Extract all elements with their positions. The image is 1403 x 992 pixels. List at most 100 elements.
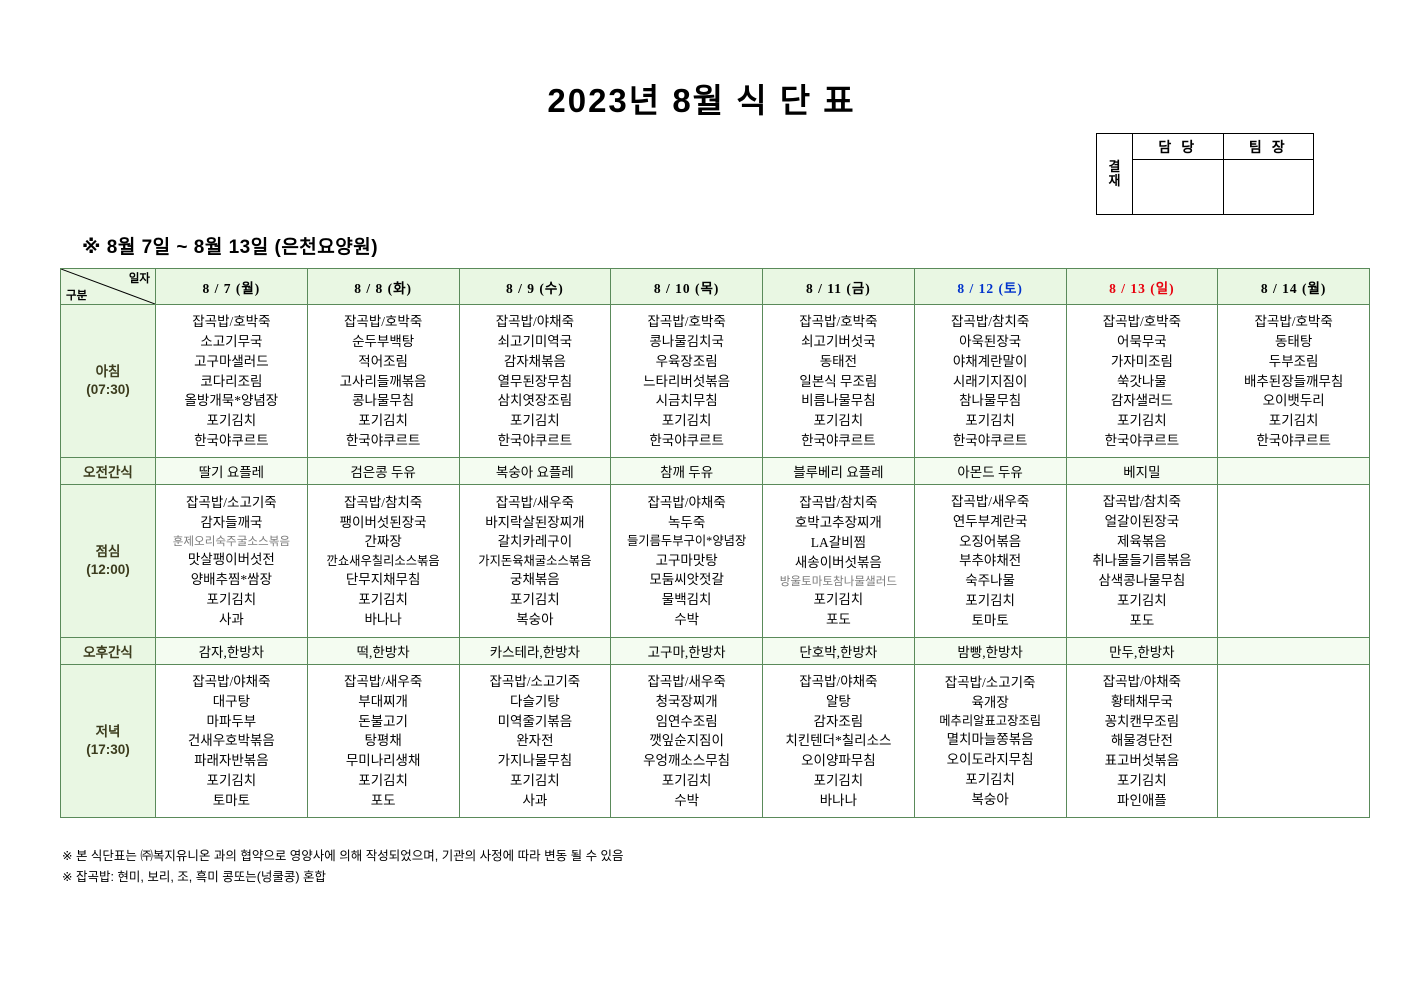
menu-item: 소고기무국 bbox=[200, 333, 263, 349]
footnote-2: ※ 잡곡밥: 현미, 보리, 조, 흑미 콩또는(넝쿨콩) 혼합 bbox=[62, 869, 327, 884]
menu-item: 단무지채무침 bbox=[345, 572, 421, 588]
menu-item: 블루베리 요플레 bbox=[793, 464, 884, 480]
menu-item: 잡곡밥/소고기죽 bbox=[944, 674, 1036, 690]
menu-item: 취나물들기름볶음 bbox=[1092, 553, 1192, 569]
menu-cell-breakfast-day6: 잡곡밥/호박죽 어묵무국 가자미조림 쑥갓나물 감자샐러드 포기김치 한국야쿠르트 bbox=[1065, 304, 1219, 458]
menu-item: 포도 bbox=[1129, 612, 1155, 628]
menu-item: 검은콩 두유 bbox=[350, 464, 416, 480]
menu-row-lunch: 점심 (12:00) 잡곡밥/소고기죽 감자들깨국 훈제오리숙주굴소스볶음 맛살팽이버섯전… bbox=[60, 483, 1370, 638]
menu-item: 참나물무침 bbox=[959, 393, 1022, 409]
menu-cell-breakfast-day1: 잡곡밥/호박죽 순두부백탕 적어조림 고사리들깨볶음 콩나물무침 포기김치 한국야쿠르트 bbox=[306, 304, 460, 458]
approval-signature-area-manager[interactable] bbox=[1133, 160, 1223, 214]
menu-item: 감자,한방차 bbox=[198, 644, 265, 660]
menu-item: 팽이버섯된장국 bbox=[339, 514, 427, 530]
menu-item: 토마토 bbox=[212, 792, 250, 808]
approval-label: 결 재 bbox=[1097, 134, 1133, 214]
menu-item: 사과 bbox=[218, 611, 244, 627]
menu-item: 포기김치 bbox=[965, 772, 1015, 788]
menu-row-afternoon-snack: 오후간식 감자,한방차 떡,한방차 카스테라,한방차 고구마,한방차 단호박,한방차 밤빵,… bbox=[60, 636, 1370, 665]
menu-cell-dinner-day7 bbox=[1217, 663, 1370, 818]
menu-item: 바나나 bbox=[364, 612, 402, 628]
menu-cell-dinner-day1: 잡곡밥/새우죽 부대찌개 돈불고기 탕평채 무미나리생채 포기김치 포도 bbox=[306, 663, 460, 818]
menu-item: 딸기 요플레 bbox=[198, 464, 265, 480]
menu-item: 일본식 무조림 bbox=[799, 373, 878, 389]
approval-columns: 담 당 팀 장 bbox=[1133, 134, 1313, 214]
menu-item: 두부조림 bbox=[1268, 353, 1319, 369]
menu-item: 코다리조림 bbox=[200, 373, 263, 389]
day-header-0: 8 / 7 (월) bbox=[155, 268, 308, 305]
approval-column-teamlead: 팀 장 bbox=[1222, 134, 1314, 214]
footnotes: ※ 본 식단표는 ㈜복지유니온 과의 협약으로 영양사에 의해 작성되었으며, … bbox=[62, 846, 624, 887]
menu-cell-dinner-day4: 잡곡밥/야채죽 알탕 감자조림 치킨텐더*칠리소스 오이양파무침 포기김치 바나나 bbox=[762, 663, 915, 818]
menu-item: 부대찌개 bbox=[358, 693, 408, 709]
menu-row-morning-snack: 오전간식 딸기 요플레 검은콩 두유 복숭아 요플레 참깨 두유 블루베리 요플레 아몬드 … bbox=[60, 456, 1370, 485]
menu-cell-lunch-day5: 잡곡밥/새우죽 연두부계란국 오징어볶음 부추야채전 숙주나물 포기김치 토마토 bbox=[913, 483, 1067, 638]
menu-item: 들기름두부구이*양념장 bbox=[626, 534, 747, 549]
menu-cell-morning-snack-day2: 복숭아 요플레 bbox=[458, 456, 612, 485]
menu-item: 잡곡밥/참치죽 bbox=[1102, 493, 1182, 509]
menu-cell-dinner-day0: 잡곡밥/야채죽 대구탕 마파두부 건새우호박볶음 파래자반볶음 포기김치 토마토 bbox=[155, 663, 308, 818]
menu-cell-morning-snack-day5: 아몬드 두유 bbox=[913, 456, 1067, 485]
date-range-subtitle: ※ 8월 7일 ~ 8월 13일 (은천요양원) bbox=[82, 237, 379, 258]
approval-box: 결 재 담 당 팀 장 bbox=[1096, 133, 1314, 215]
menu-item: 만두,한방차 bbox=[1109, 644, 1175, 660]
menu-cell-morning-snack-day6: 베지밀 bbox=[1065, 456, 1219, 485]
menu-item: 모둠씨앗젓갈 bbox=[649, 572, 724, 588]
approval-column-header-teamlead: 팀 장 bbox=[1223, 134, 1313, 160]
menu-item: 돈불고기 bbox=[358, 713, 408, 729]
menu-item: 탕평채 bbox=[364, 733, 402, 749]
menu-item: 복숭아 요플레 bbox=[495, 464, 574, 480]
menu-item: 적어조림 bbox=[358, 353, 408, 369]
menu-item: 바나나 bbox=[819, 792, 857, 808]
menu-item: 파인애플 bbox=[1117, 792, 1167, 808]
menu-item: 알탕 bbox=[825, 693, 851, 709]
menu-item: 해물경단전 bbox=[1110, 733, 1173, 749]
menu-item: 포기김치 bbox=[206, 413, 257, 429]
menu-item: 콩나물김치국 bbox=[649, 333, 724, 349]
approval-label-char-1: 결 bbox=[1108, 159, 1121, 175]
menu-table-body: 아침 (07:30) 잡곡밥/호박죽 소고기무국 고구마샐러드 코다리조림 올방개묵*양념장… bbox=[60, 304, 1370, 818]
menu-row-dinner: 저녁 (17:30) 잡곡밥/야채죽 대구탕 마파두부 건새우호박볶음 파래자반볶음 포기김치… bbox=[60, 663, 1370, 818]
menu-item: 포기김치 bbox=[206, 591, 257, 607]
menu-item: 새송이버섯볶음 bbox=[794, 554, 882, 570]
menu-item: 청국장찌개 bbox=[655, 693, 718, 709]
menu-item: 포기김치 bbox=[510, 413, 560, 429]
menu-item: 배추된장들깨무침 bbox=[1243, 373, 1344, 389]
menu-item: 물백김치 bbox=[661, 592, 712, 608]
menu-item: 잡곡밥/호박죽 bbox=[799, 314, 878, 329]
menu-item: 포기김치 bbox=[1268, 413, 1319, 429]
menu-cell-dinner-day5: 잡곡밥/소고기죽 육개장 메추리알표고장조림 멸치마늘쫑볶음 오이도라지무침 포기김치 복숭… bbox=[913, 663, 1067, 818]
menu-item: 느타리버섯볶음 bbox=[643, 373, 731, 389]
menu-item: 포기김치 bbox=[661, 773, 712, 789]
menu-cell-dinner-day2: 잡곡밥/소고기죽 다슬기탕 미역줄기볶음 완자전 가지나물무침 포기김치 사과 bbox=[458, 663, 612, 818]
menu-item: 밤빵,한방차 bbox=[957, 644, 1023, 660]
menu-item: 가자미조림 bbox=[1110, 353, 1173, 369]
menu-cell-lunch-day6: 잡곡밥/참치죽 얼갈이된장국 제육볶음 취나물들기름볶음 삼색콩나물무침 포기김치 포도 bbox=[1065, 483, 1219, 638]
menu-item: 아몬드 두유 bbox=[957, 464, 1023, 480]
menu-item: 복숭아 bbox=[516, 612, 554, 628]
menu-item: 가지돈육채굴소스볶음 bbox=[478, 554, 592, 569]
menu-item: 임연수조림 bbox=[655, 713, 718, 729]
menu-item: 잡곡밥/소고기죽 bbox=[489, 673, 581, 689]
menu-item: 깐쇼새우칠리소스볶음 bbox=[326, 554, 440, 569]
menu-item: 포기김치 bbox=[358, 592, 408, 608]
meal-label-text: 점심 bbox=[95, 543, 121, 559]
menu-cell-afternoon-snack-day1: 떡,한방차 bbox=[306, 636, 460, 665]
meal-label-time: (17:30) bbox=[86, 741, 130, 757]
menu-item: 감자들깨국 bbox=[200, 515, 263, 531]
menu-item: 고구마,한방차 bbox=[647, 644, 726, 660]
menu-cell-breakfast-day4: 잡곡밥/호박죽 쇠고기버섯국 동태전 일본식 무조림 비름나물무침 포기김치 한국야쿠르트 bbox=[762, 304, 915, 458]
menu-cell-afternoon-snack-day3: 고구마,한방차 bbox=[610, 636, 763, 665]
menu-item: LA갈비찜 bbox=[810, 535, 866, 550]
menu-item: 잡곡밥/야채죽 bbox=[1102, 673, 1182, 689]
menu-item: 오이뱃두리 bbox=[1262, 393, 1325, 409]
approval-signature-area-teamlead[interactable] bbox=[1224, 160, 1314, 214]
menu-cell-lunch-day1: 잡곡밥/참치죽 팽이버섯된장국 간짜장 깐쇼새우칠리소스볶음 단무지채무침 포기김치 바나나 bbox=[306, 483, 460, 638]
menu-item: 치킨텐더*칠리소스 bbox=[785, 733, 892, 749]
day-header-2: 8 / 9 (수) bbox=[458, 268, 612, 305]
menu-item: 잡곡밥/야채죽 bbox=[495, 314, 575, 329]
menu-item: 포기김치 bbox=[1117, 593, 1167, 609]
menu-cell-lunch-day3: 잡곡밥/야채죽 녹두죽 들기름두부구이*양념장 고구마맛탕 모둠씨앗젓갈 물백김치 수박 bbox=[610, 483, 763, 638]
meal-label-lunch: 점심 (12:00) bbox=[60, 483, 156, 638]
meal-label-text: 아침 bbox=[95, 363, 121, 379]
